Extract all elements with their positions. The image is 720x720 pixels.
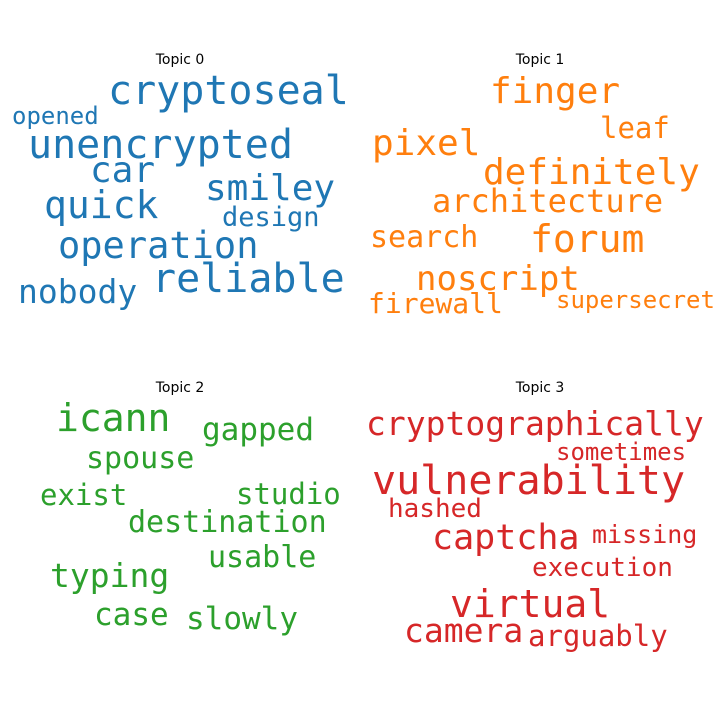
topic-panel-3: Topic 3 cryptographically sometimes vulner… — [360, 360, 720, 720]
word-pixel: pixel — [372, 123, 480, 164]
word-gapped: gapped — [202, 412, 314, 448]
word-operation: operation — [58, 224, 258, 267]
word-sometimes: sometimes — [556, 438, 686, 466]
word-typing: typing — [50, 556, 169, 595]
word-opened: opened — [12, 102, 99, 130]
word-cloud-3: cryptographicallysometimesvulnerabilityh… — [366, 404, 704, 653]
word-reliable: reliable — [152, 256, 345, 302]
word-quick: quick — [44, 183, 159, 227]
word-slowly: slowly — [186, 601, 298, 637]
word-architecture: architecture — [432, 182, 663, 220]
word-virtual: virtual — [450, 582, 610, 626]
word-noscript: noscript — [416, 259, 580, 299]
word-icann: icann — [56, 396, 170, 440]
word-unencrypted: unencrypted — [28, 122, 293, 168]
word-smiley: smiley — [205, 168, 335, 209]
word-studio: studio — [236, 477, 341, 511]
word-execution: execution — [532, 553, 673, 583]
word-leaf: leaf — [600, 111, 670, 145]
word-camera: camera — [404, 611, 523, 650]
topic-title-0: Topic 0 — [155, 52, 205, 68]
word-firewall: firewall — [368, 287, 503, 320]
word-cryptographically: cryptographically — [366, 404, 704, 443]
topic-title-2: Topic 2 — [155, 380, 205, 396]
word-definitely: definitely — [483, 152, 700, 193]
word-vulnerability: vulnerability — [372, 458, 685, 504]
word-arguably: arguably — [528, 619, 668, 653]
word-destination: destination — [128, 505, 327, 540]
word-hashed: hashed — [388, 494, 482, 524]
topic-title-1: Topic 1 — [515, 52, 565, 68]
word-exist: exist — [40, 478, 127, 512]
word-forum: forum — [530, 217, 644, 261]
word-design: design — [222, 202, 320, 233]
topic-panel-2: Topic 2 icann gapped spouse exist studio dest… — [0, 360, 360, 720]
topic-panel-0: Topic 0 cryptoseal opened unencrypted car sm… — [0, 0, 360, 360]
word-car: car — [90, 150, 155, 191]
word-nobody: nobody — [18, 272, 137, 311]
topic-title-3: Topic 3 — [515, 380, 565, 396]
word-usable: usable — [208, 540, 316, 575]
topic-panel-1: Topic 1 finger leaf pixel definitely archite… — [360, 0, 720, 360]
word-captcha: captcha — [432, 518, 580, 558]
word-missing: missing — [592, 520, 697, 549]
word-case: case — [94, 597, 169, 633]
word-finger: finger — [490, 71, 620, 112]
word-search: search — [370, 220, 478, 255]
word-cryptoseal: cryptoseal — [108, 68, 349, 114]
word-supersecret: supersecret — [556, 286, 715, 314]
word-spouse: spouse — [86, 441, 194, 476]
